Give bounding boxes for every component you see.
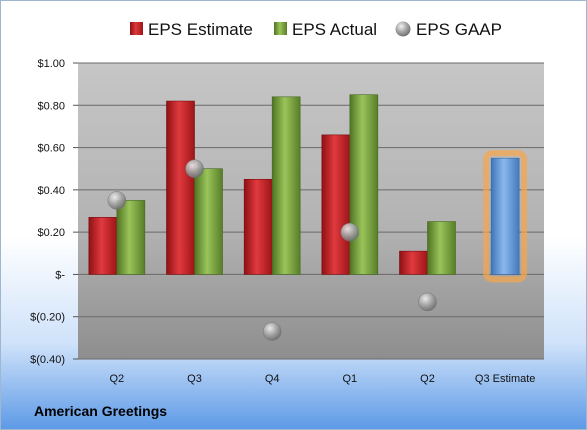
eps-estimate-bar bbox=[321, 134, 351, 275]
x-tick-label: Q3 Estimate bbox=[475, 373, 536, 385]
eps-estimate-bar bbox=[166, 100, 195, 275]
company-name: American Greetings bbox=[34, 403, 168, 419]
x-tick-label: Q3 bbox=[187, 373, 202, 385]
legend-label-eps-gaap: EPS GAAP bbox=[416, 20, 502, 39]
q3-estimate-bar bbox=[490, 157, 520, 275]
gaap-markers bbox=[107, 159, 437, 341]
eps-actual-bar bbox=[349, 94, 379, 275]
x-axis: Q2 Q3 Q4 Q1 Q2 Q3 Estimate bbox=[109, 373, 535, 385]
eps-gaap-marker bbox=[107, 191, 127, 210]
eps-gaap-marker bbox=[418, 292, 437, 312]
eps-estimate-bar bbox=[243, 178, 273, 275]
gridlines bbox=[78, 62, 544, 360]
eps-gaap-marker bbox=[340, 222, 360, 242]
legend-label-eps-actual: EPS Actual bbox=[292, 20, 377, 39]
y-tick-label: $(0.40) bbox=[30, 354, 65, 366]
x-tick-label: Q1 bbox=[342, 373, 357, 385]
legend-swatch-eps-estimate bbox=[130, 22, 143, 35]
legend-swatch-eps-gaap bbox=[395, 21, 411, 37]
y-tick-label: $0.60 bbox=[37, 143, 65, 155]
eps-estimate-bar bbox=[88, 217, 118, 275]
eps-estimate-bar bbox=[399, 250, 428, 275]
y-axis: $1.00 $0.80 $0.60 $0.40 $0.20 $- $(0.20) $(0.40… bbox=[30, 58, 78, 366]
eps-actual-bar bbox=[116, 200, 146, 275]
eps-gaap-marker bbox=[185, 159, 204, 178]
eps-gaap-marker bbox=[262, 322, 282, 341]
chart-legend: EPS Estimate EPS Actual EPS GAAP bbox=[130, 20, 502, 39]
y-tick-label: $0.20 bbox=[37, 227, 65, 239]
y-tick-label: $0.40 bbox=[37, 185, 65, 197]
x-tick-label: Q2 bbox=[420, 373, 435, 385]
legend-label-eps-estimate: EPS Estimate bbox=[148, 20, 253, 39]
x-tick-label: Q2 bbox=[109, 373, 124, 385]
y-tick-label: $(0.20) bbox=[30, 312, 65, 324]
eps-actual-bar bbox=[427, 221, 456, 275]
x-tick-label: Q4 bbox=[265, 373, 280, 385]
legend-swatch-eps-actual bbox=[274, 22, 287, 35]
y-tick-label: $- bbox=[55, 269, 65, 281]
eps-actual-bar bbox=[194, 168, 223, 275]
y-tick-label: $1.00 bbox=[37, 58, 65, 70]
plot-area bbox=[78, 63, 544, 359]
eps-actual-bar bbox=[271, 96, 301, 275]
bar-series bbox=[88, 94, 528, 283]
estimate-highlight-glow bbox=[483, 150, 528, 283]
y-tick-label: $0.80 bbox=[37, 100, 65, 112]
